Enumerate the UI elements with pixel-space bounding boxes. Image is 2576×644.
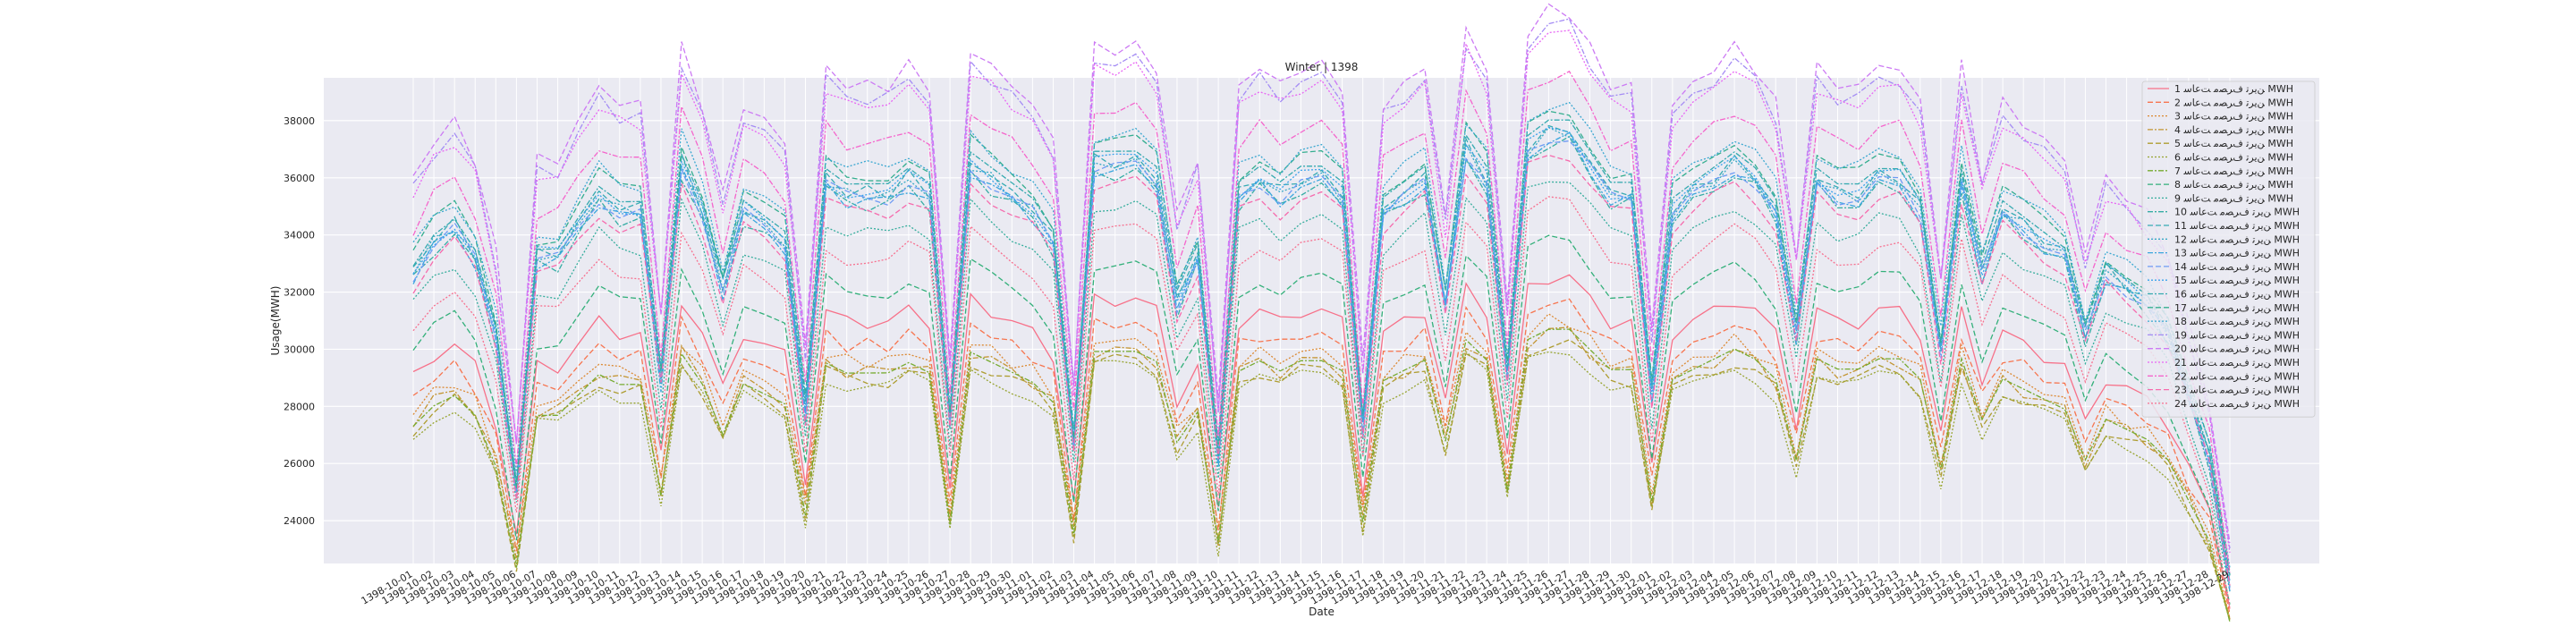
legend-entry: ﻦﯾﺮﺗ ﻑﺮﺼﻣ ﺖﻋﺎﺳ 21 MWH <box>2174 357 2300 369</box>
series-line-13 <box>412 131 2231 592</box>
legend-entry: ﻦﯾﺮﺗ ﻑﺮﺼﻣ ﺖﻋﺎﺳ 14 MWH <box>2174 261 2300 273</box>
series-layer <box>412 3 2231 623</box>
y-tick-label: 28000 <box>284 401 315 412</box>
legend-entry: ﻦﯾﺮﺗ ﻑﺮﺼﻣ ﺖﻋﺎﺳ 11 MWH <box>2174 220 2300 232</box>
y-tick-label: 34000 <box>284 230 315 242</box>
series-line-18 <box>412 101 2231 569</box>
series-line-22 <box>412 70 2231 573</box>
x-axis-label: Date <box>1309 606 1335 618</box>
series-line-19 <box>412 18 2231 549</box>
y-axis-label: Usage(MWH) <box>269 286 282 356</box>
legend-entry: ﻦﯾﺮﺗ ﻑﺮﺼﻣ ﺖﻋﺎﺳ 15 MWH <box>2174 275 2300 286</box>
legend-entry: ﻦﯾﺮﺗ ﻑﺮﺼﻣ ﺖﻋﺎﺳ 22 MWH <box>2174 370 2300 382</box>
series-line-5 <box>412 339 2231 620</box>
legend-entry: ﻦﯾﺮﺗ ﻑﺮﺼﻣ ﺖﻋﺎﺳ 10 MWH <box>2174 207 2300 218</box>
y-tick-labels: 24000 26000 28000 30000 32000 34000 36000 38000 <box>284 115 315 527</box>
legend-entry: ﻦﯾﺮﺗ ﻑﺮﺼﻣ ﺖﻋﺎﺳ 17 MWH <box>2174 302 2300 314</box>
series-line-1 <box>412 274 2231 609</box>
legend-entry: ﻦﯾﺮﺗ ﻑﺮﺼﻣ ﺖﻋﺎﺳ 8 MWH <box>2174 179 2293 191</box>
legend-entry: ﻦﯾﺮﺗ ﻑﺮﺼﻣ ﺖﻋﺎﺳ 23 MWH <box>2174 385 2300 396</box>
series-line-17 <box>412 110 2231 574</box>
legend-entry: ﻦﯾﺮﺗ ﻑﺮﺼﻣ ﺖﻋﺎﺳ 2 MWH <box>2174 97 2293 108</box>
y-tick-label: 26000 <box>284 458 315 470</box>
legend: ﻦﯾﺮﺗ ﻑﺮﺼﻣ ﺖﻋﺎﺳ 1 MWH ﻦﯾﺮﺗ ﻑﺮﺼﻣ ﺖﻋﺎﺳ 2 MWH… <box>2141 80 2316 418</box>
grid-lines <box>324 78 2319 564</box>
y-tick-label: 24000 <box>284 515 315 527</box>
legend-entry: ﻦﯾﺮﺗ ﻑﺮﺼﻣ ﺖﻋﺎﺳ 1 MWH <box>2174 83 2293 95</box>
legend-entry: ﻦﯾﺮﺗ ﻑﺮﺼﻣ ﺖﻋﺎﺳ 7 MWH <box>2174 165 2293 177</box>
legend-frame <box>2141 80 2316 418</box>
series-line-6 <box>412 351 2231 622</box>
y-tick-label: 36000 <box>284 173 315 184</box>
chart-title: Winter | 1398 <box>1285 61 1359 73</box>
series-line-12 <box>412 126 2231 588</box>
legend-entry: ﻦﯾﺮﺗ ﻑﺮﺼﻣ ﺖﻋﺎﺳ 6 MWH <box>2174 152 2293 164</box>
series-line-23 <box>412 154 2231 586</box>
series-line-2 <box>412 298 2231 614</box>
legend-entry: ﻦﯾﺮﺗ ﻑﺮﺼﻣ ﺖﻋﺎﺳ 4 MWH <box>2174 124 2293 136</box>
legend-entry: ﻦﯾﺮﺗ ﻑﺮﺼﻣ ﺖﻋﺎﺳ 5 MWH <box>2174 138 2293 149</box>
series-line-16 <box>412 119 2231 576</box>
legend-entry: ﻦﯾﺮﺗ ﻑﺮﺼﻣ ﺖﻋﺎﺳ 24 MWH <box>2174 398 2300 410</box>
series-line-8 <box>412 234 2231 605</box>
legend-entry: ﻦﯾﺮﺗ ﻑﺮﺼﻣ ﺖﻋﺎﺳ 16 MWH <box>2174 289 2300 301</box>
legend-entry: ﻦﯾﺮﺗ ﻑﺮﺼﻣ ﺖﻋﺎﺳ 9 MWH <box>2174 192 2293 204</box>
legend-entry: ﻦﯾﺮﺗ ﻑﺮﺼﻣ ﺖﻋﺎﺳ 18 MWH <box>2174 316 2300 327</box>
x-tick-labels: 1398-10-011398-10-021398-10-031398-10-04… <box>360 568 2232 606</box>
series-line-21 <box>412 30 2231 553</box>
legend-entry: ﻦﯾﺮﺗ ﻑﺮﺼﻣ ﺖﻋﺎﺳ 12 MWH <box>2174 233 2300 245</box>
y-tick-label: 30000 <box>284 343 315 355</box>
series-line-10 <box>412 135 2231 588</box>
series-line-24 <box>412 196 2231 606</box>
series-line-7 <box>412 328 2231 623</box>
legend-entry: ﻦﯾﺮﺗ ﻑﺮﺼﻣ ﺖﻋﺎﺳ 3 MWH <box>2174 111 2293 123</box>
legend-entry: ﻦﯾﺮﺗ ﻑﺮﺼﻣ ﺖﻋﺎﺳ 13 MWH <box>2174 248 2300 259</box>
series-line-20 <box>412 3 2231 543</box>
legend-entry: ﻦﯾﺮﺗ ﻑﺮﺼﻣ ﺖﻋﺎﺳ 19 MWH <box>2174 329 2300 341</box>
series-line-14 <box>412 140 2231 589</box>
legend-entry: ﻦﯾﺮﺗ ﻑﺮﺼﻣ ﺖﻋﺎﺳ 20 MWH <box>2174 343 2300 355</box>
y-tick-label: 32000 <box>284 287 315 299</box>
y-tick-label: 38000 <box>284 115 315 127</box>
